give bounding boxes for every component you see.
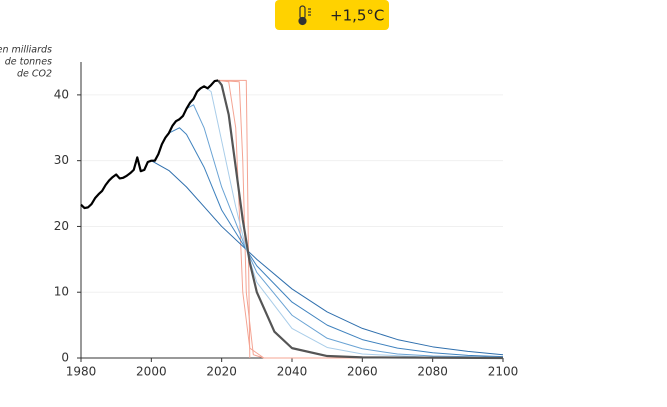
y-axis-label: de tonnes — [5, 57, 52, 68]
y-tick-label: 0 — [61, 351, 69, 365]
series-line — [203, 85, 504, 359]
y-axis-label: en milliards — [0, 45, 52, 56]
x-tick-label: 2060 — [347, 365, 378, 379]
series-line — [217, 79, 504, 360]
y-tick-label: 30 — [54, 153, 69, 167]
y-tick-label: 20 — [54, 219, 69, 233]
y-tick-label: 40 — [54, 87, 69, 101]
series-line — [80, 79, 219, 210]
x-tick-label: 2040 — [277, 365, 308, 379]
x-tick-label: 2100 — [488, 365, 519, 379]
series-line — [186, 104, 504, 358]
series-line — [168, 127, 504, 358]
y-axis-label: de CO2 — [17, 69, 52, 80]
series-line — [218, 79, 503, 359]
series-line — [218, 79, 251, 359]
badge-text: +1,5°C — [330, 7, 384, 25]
x-tick-label: 2000 — [136, 365, 167, 379]
series-line — [151, 160, 504, 356]
x-tick-label: 2020 — [206, 365, 237, 379]
x-tick-label: 1980 — [66, 365, 97, 379]
y-tick-label: 10 — [54, 285, 69, 299]
x-tick-label: 2080 — [417, 365, 448, 379]
thermometer-icon — [298, 5, 311, 26]
series-line — [218, 79, 265, 359]
